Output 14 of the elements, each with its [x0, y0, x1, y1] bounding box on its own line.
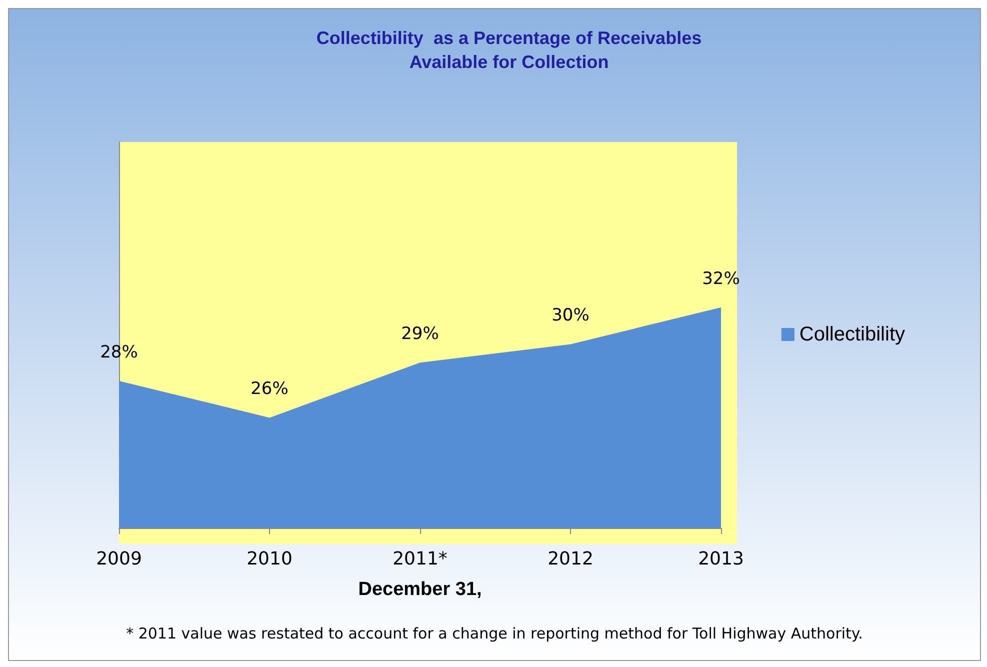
data-label: 26%: [250, 379, 288, 400]
x-tick-label: 2009: [96, 548, 142, 570]
x-tick-label: 2010: [246, 548, 292, 570]
chart-title: Collectibility as a Percentage of Receivables Available for Collection: [316, 28, 702, 72]
text: * 2011 value was restated to account for a change in reporting method for Toll Highway Authority.: [126, 624, 863, 642]
data-label: 32%: [702, 268, 740, 289]
x-tick-label: 2012: [548, 548, 594, 570]
data-label: 29%: [401, 324, 439, 344]
x-tick-label: 2011*: [392, 548, 448, 570]
data-label: 28%: [100, 342, 138, 362]
x-axis-title: December 31,: [358, 579, 482, 600]
legend-label: Collectibility: [799, 324, 906, 346]
data-label: 30%: [552, 306, 590, 326]
x-tick-label: 2013: [698, 548, 744, 570]
